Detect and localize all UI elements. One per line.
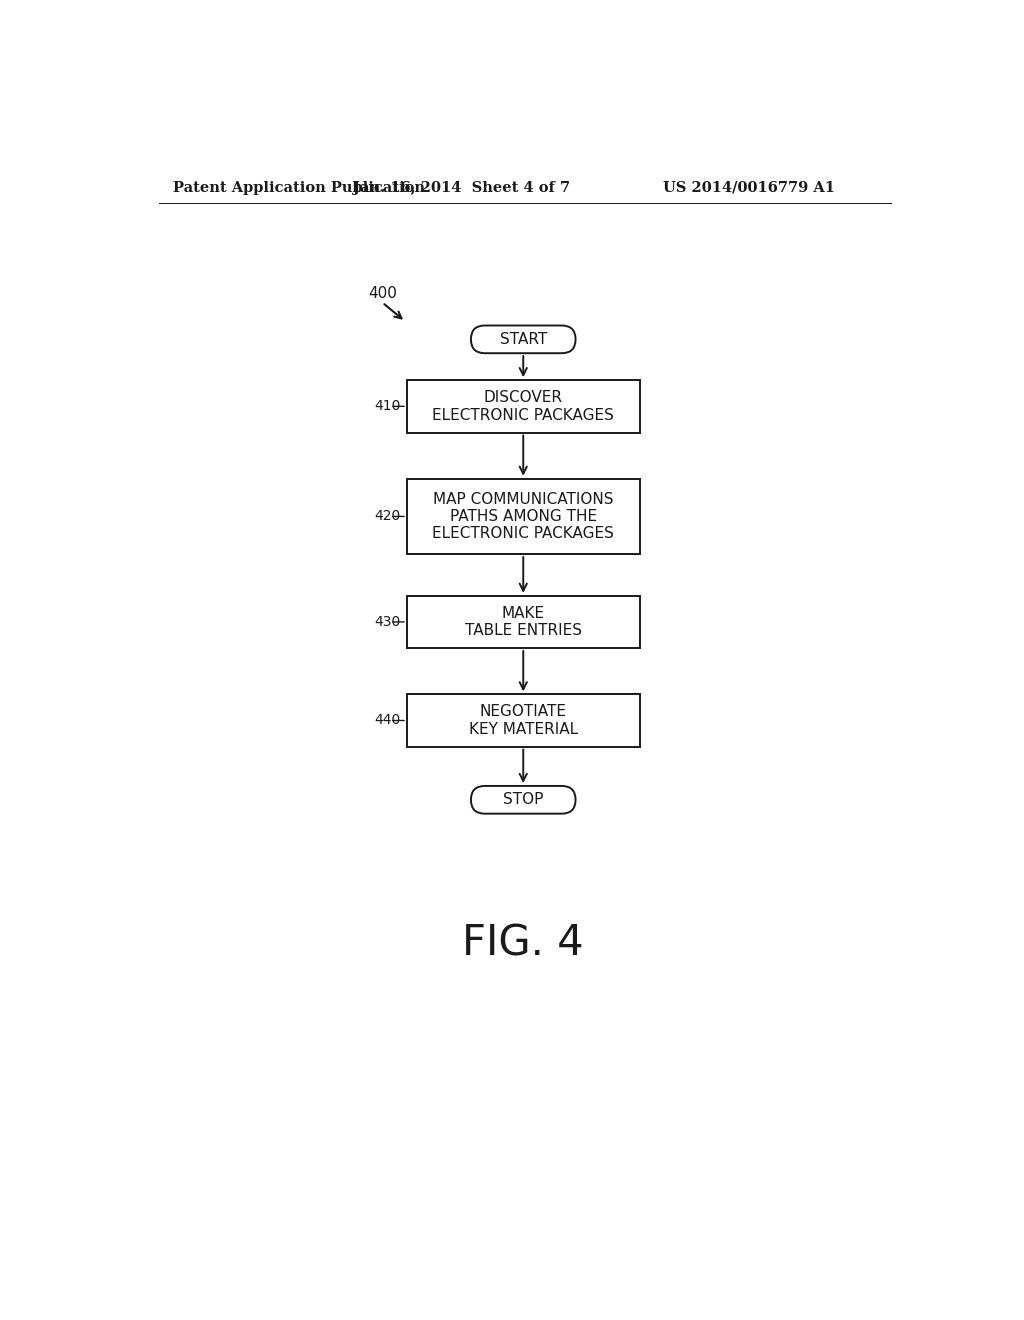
Bar xyxy=(407,479,640,554)
Text: 400: 400 xyxy=(369,285,397,301)
Text: Jan. 16, 2014  Sheet 4 of 7: Jan. 16, 2014 Sheet 4 of 7 xyxy=(352,181,569,194)
FancyBboxPatch shape xyxy=(471,785,575,813)
Text: START: START xyxy=(500,331,547,347)
Text: US 2014/0016779 A1: US 2014/0016779 A1 xyxy=(663,181,835,194)
Bar xyxy=(407,694,640,747)
Text: MAP COMMUNICATIONS
PATHS AMONG THE
ELECTRONIC PACKAGES: MAP COMMUNICATIONS PATHS AMONG THE ELECT… xyxy=(432,491,614,541)
Text: Patent Application Publication: Patent Application Publication xyxy=(173,181,425,194)
Text: MAKE
TABLE ENTRIES: MAKE TABLE ENTRIES xyxy=(465,606,582,638)
Bar xyxy=(407,380,640,433)
Text: STOP: STOP xyxy=(503,792,544,808)
Text: 440: 440 xyxy=(375,714,400,727)
Text: 410: 410 xyxy=(375,400,400,413)
Text: DISCOVER
ELECTRONIC PACKAGES: DISCOVER ELECTRONIC PACKAGES xyxy=(432,391,614,422)
Text: 420: 420 xyxy=(375,510,400,524)
Bar xyxy=(407,595,640,648)
Text: NEGOTIATE
KEY MATERIAL: NEGOTIATE KEY MATERIAL xyxy=(469,705,578,737)
FancyBboxPatch shape xyxy=(471,326,575,354)
Text: 430: 430 xyxy=(375,615,400,628)
Text: FIG. 4: FIG. 4 xyxy=(463,923,584,965)
